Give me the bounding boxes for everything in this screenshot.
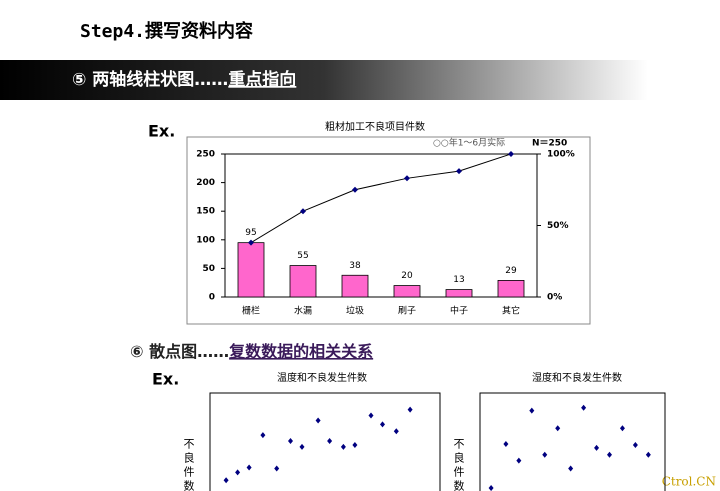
banner-prefix: ⑤ 两轴线柱状图…… bbox=[72, 69, 228, 90]
x-tick-label: 水漏 bbox=[294, 305, 312, 317]
y-tick-label: 150 bbox=[196, 207, 215, 217]
point bbox=[246, 464, 252, 471]
y-tick-label: 250 bbox=[196, 150, 215, 160]
point bbox=[380, 421, 385, 428]
point bbox=[223, 477, 229, 484]
marker bbox=[508, 151, 514, 157]
data-label: 95 bbox=[245, 228, 256, 238]
annotation: ○○年1～6月实际 bbox=[433, 137, 505, 149]
marker bbox=[248, 239, 254, 246]
point bbox=[407, 406, 413, 413]
banner-emphasis: 重点指向 bbox=[228, 69, 296, 90]
y2-tick-label: 50% bbox=[547, 221, 569, 231]
marker bbox=[456, 168, 462, 175]
point bbox=[235, 469, 241, 476]
data-label: 55 bbox=[297, 251, 308, 261]
plot-area bbox=[479, 392, 666, 491]
line bbox=[250, 153, 512, 244]
plot-area bbox=[209, 392, 441, 491]
y-tick-label: 50 bbox=[202, 264, 215, 274]
bar bbox=[393, 285, 421, 298]
marker bbox=[300, 208, 306, 215]
data-label: 20 bbox=[401, 271, 413, 281]
point bbox=[393, 428, 399, 435]
chart-title: 湿度和不良发生件数 bbox=[532, 371, 622, 384]
header-title: Step4.撰写资料内容 bbox=[80, 20, 253, 42]
point bbox=[503, 440, 509, 447]
x-tick-label: 中子 bbox=[450, 305, 468, 317]
x-tick-label: 栅栏 bbox=[242, 305, 260, 317]
y2-tick-label: 0% bbox=[547, 293, 562, 303]
example-label: Ex. bbox=[148, 122, 175, 141]
point bbox=[368, 412, 374, 419]
plot-area bbox=[224, 153, 538, 298]
y2-tick-label: 100% bbox=[547, 150, 575, 160]
chart-frame bbox=[186, 136, 591, 325]
bar bbox=[289, 265, 317, 298]
y-axis-label: 不良件数 bbox=[452, 438, 465, 491]
chart-title: 温度和不良发生件数 bbox=[277, 371, 367, 384]
y-tick-label: 100 bbox=[196, 235, 215, 245]
point bbox=[288, 438, 293, 445]
watermark: Ctrol.CN bbox=[662, 475, 716, 489]
point bbox=[327, 438, 333, 445]
point bbox=[529, 407, 535, 414]
data-label: 29 bbox=[505, 266, 517, 276]
chart-title: 粗材加工不良项目件数 bbox=[325, 120, 425, 133]
point bbox=[542, 451, 548, 458]
point bbox=[274, 465, 280, 472]
y-tick-label: 200 bbox=[196, 178, 215, 188]
point bbox=[568, 465, 574, 472]
marker bbox=[404, 175, 410, 182]
data-label: 13 bbox=[453, 275, 464, 285]
point bbox=[315, 417, 321, 424]
x-tick-label: 垃圾 bbox=[346, 305, 364, 317]
point bbox=[607, 451, 612, 458]
point bbox=[555, 425, 561, 432]
point bbox=[645, 451, 651, 458]
note: N＝250 bbox=[532, 139, 567, 149]
point bbox=[594, 444, 600, 451]
marker bbox=[352, 186, 358, 193]
point bbox=[260, 432, 266, 439]
point bbox=[581, 404, 587, 411]
section-prefix: ⑥ 散点图…… bbox=[130, 342, 229, 361]
banner-text: ⑤ 两轴线柱状图……重点指向 bbox=[72, 69, 296, 90]
bar bbox=[497, 280, 525, 298]
point bbox=[619, 425, 625, 432]
bar bbox=[445, 289, 473, 298]
bar bbox=[237, 242, 265, 298]
data-label: 38 bbox=[349, 261, 361, 271]
point bbox=[299, 443, 305, 450]
y-tick-label: 0 bbox=[209, 293, 215, 303]
x-tick-label: 刷子 bbox=[398, 306, 416, 317]
y-axis-label: 不良件数 bbox=[182, 438, 195, 491]
point bbox=[488, 485, 494, 491]
point bbox=[632, 441, 638, 448]
point bbox=[340, 443, 346, 450]
point bbox=[352, 441, 358, 448]
example-label: Ex. bbox=[152, 370, 179, 389]
section-emphasis: 复数数据的相关关系 bbox=[228, 342, 373, 361]
bar bbox=[341, 274, 369, 298]
banner-bar bbox=[0, 60, 720, 100]
point bbox=[516, 457, 522, 464]
section-text: ⑥ 散点图……复数数据的相关关系 bbox=[130, 342, 373, 361]
x-tick-label: 其它 bbox=[502, 305, 520, 317]
